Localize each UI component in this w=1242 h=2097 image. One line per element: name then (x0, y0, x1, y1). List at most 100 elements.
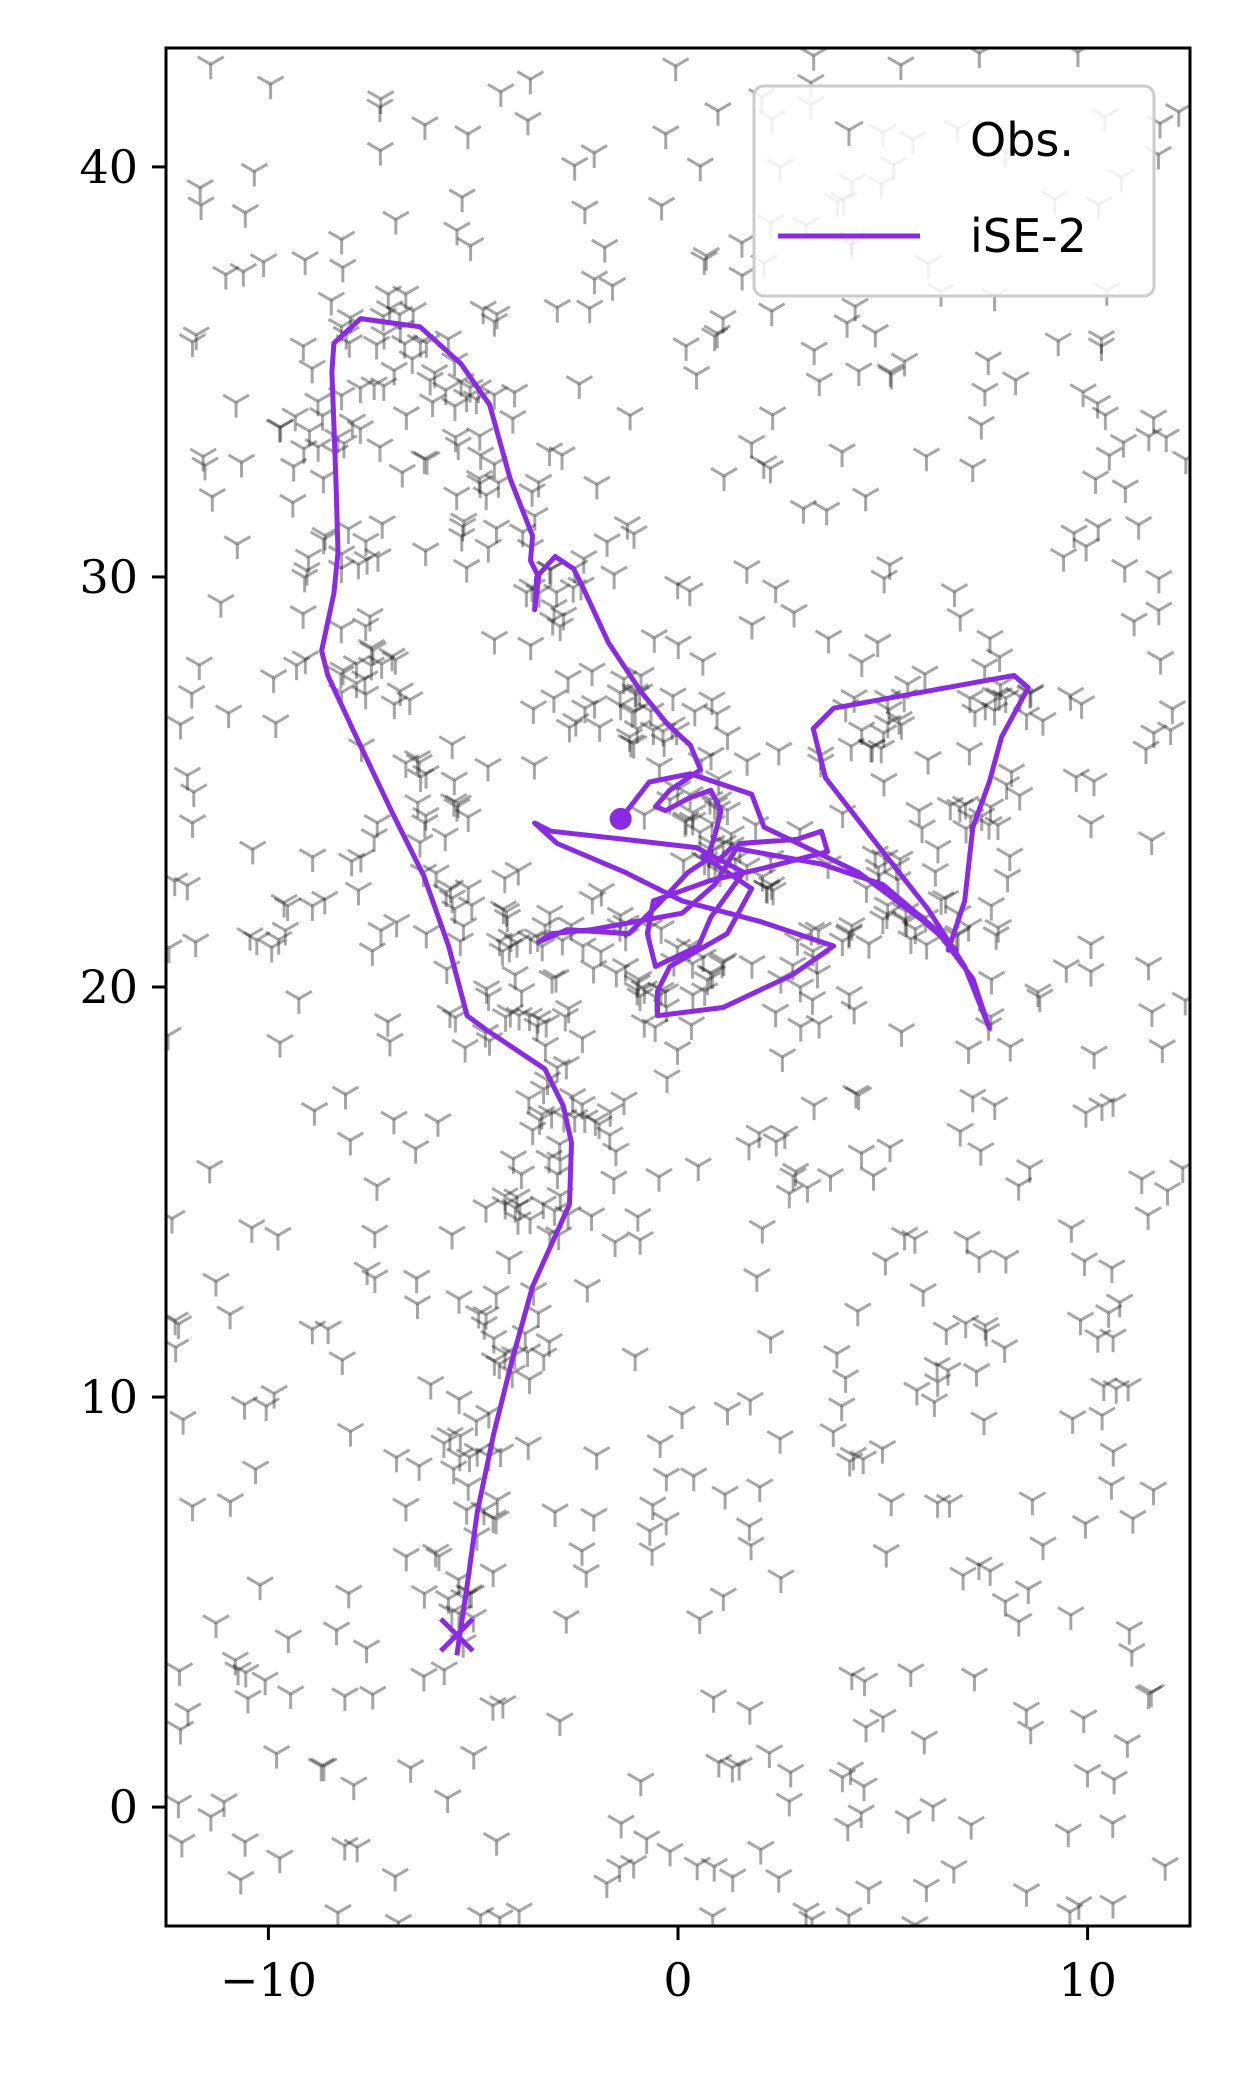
obs-marker (991, 1592, 1020, 1617)
obs-marker (600, 1170, 628, 1195)
obs-marker (491, 1008, 520, 1032)
obs-marker (1099, 1093, 1127, 1117)
obs-marker (602, 963, 631, 988)
obs-marker (436, 1426, 464, 1451)
obs-marker (535, 442, 564, 466)
obs-marker (1089, 1377, 1118, 1402)
obs-marker (554, 999, 583, 1024)
obs-marker (585, 718, 614, 742)
obs-marker (762, 1132, 790, 1157)
obs-marker (401, 1139, 430, 1164)
obs-marker (1058, 1410, 1087, 1434)
obs-marker (352, 1639, 381, 1664)
obs-marker (911, 665, 939, 690)
obs-marker (620, 525, 648, 549)
obs-marker (406, 768, 435, 793)
obs-marker (388, 463, 417, 488)
obs-marker (251, 1671, 279, 1696)
obs-marker (554, 669, 582, 694)
obs-marker (1158, 700, 1187, 724)
obs-marker (317, 291, 346, 316)
obs-marker (1024, 983, 1052, 1008)
x-axis: −10 0 10 (220, 1926, 1117, 2007)
obs-marker (198, 487, 227, 512)
obs-marker (382, 210, 410, 235)
obs-marker (1099, 1442, 1128, 1467)
obs-marker (977, 896, 1006, 921)
obs-marker (506, 1196, 534, 1221)
obs-marker (474, 757, 502, 782)
obs-marker (210, 1793, 238, 1817)
obs-marker (290, 439, 318, 464)
obs-marker (990, 1339, 1019, 1363)
obs-marker (677, 1016, 706, 1040)
obs-marker (700, 1857, 728, 1882)
obs-marker (615, 728, 644, 752)
obs-marker (1140, 724, 1168, 749)
obs-marker (307, 1757, 335, 1782)
obs-marker (446, 1447, 474, 1472)
obs-marker (663, 1041, 692, 1065)
obs-marker (466, 427, 494, 451)
obs-marker (703, 704, 731, 729)
obs-marker (519, 700, 548, 724)
obs-marker (337, 852, 366, 877)
obs-marker (1084, 1328, 1112, 1353)
obs-marker (439, 1460, 468, 1484)
obs-marker (504, 861, 533, 886)
obs-marker (776, 1763, 805, 1788)
obs-marker (279, 493, 307, 518)
obs-marker (483, 1491, 512, 1515)
obs-marker (1072, 537, 1100, 562)
obs-marker (858, 738, 887, 763)
obs-marker (1014, 1580, 1043, 1604)
obs-marker (241, 1460, 270, 1485)
obs-marker (262, 714, 290, 738)
obs-marker (805, 1014, 833, 1039)
obs-marker (1172, 450, 1190, 475)
obs-marker (515, 1370, 544, 1395)
obs-marker (621, 702, 649, 727)
obs-marker (940, 1859, 968, 1884)
obs-marker (425, 1547, 453, 1572)
obs-marker (961, 703, 989, 728)
trajectory-layer (319, 316, 1031, 1656)
obs-marker (834, 1817, 862, 1842)
obs-marker (847, 1144, 876, 1169)
obs-marker (368, 514, 396, 539)
obs-marker (460, 1745, 488, 1770)
obs-marker (1052, 958, 1081, 983)
obs-marker (1015, 1159, 1044, 1183)
obs-marker (166, 1209, 186, 1234)
obs-marker (178, 333, 207, 357)
obs-marker (1066, 1311, 1095, 1336)
obs-marker (531, 1036, 560, 1061)
obs-marker (454, 1477, 482, 1501)
obs-marker (736, 1391, 764, 1416)
obs-marker (624, 1207, 652, 1232)
obs-marker (264, 1226, 292, 1251)
obs-marker (542, 583, 571, 608)
obs-marker (291, 650, 320, 675)
obs-marker (266, 1849, 294, 1874)
obs-marker (469, 300, 497, 325)
obs-marker (1135, 427, 1163, 452)
obs-marker (549, 606, 578, 631)
obs-marker (418, 393, 447, 418)
obs-marker (921, 862, 950, 887)
obs-marker (1044, 332, 1072, 356)
obs-marker (570, 549, 598, 574)
obs-marker (1070, 1709, 1098, 1733)
obs-marker (698, 691, 726, 716)
obs-marker (381, 1867, 409, 1892)
obs-marker (1099, 1814, 1127, 1839)
obs-marker (1062, 768, 1090, 793)
obs-marker (166, 1720, 195, 1745)
obs-marker (474, 538, 503, 563)
obs-marker (841, 297, 869, 322)
obs-marker (872, 1543, 901, 1568)
obs-marker (710, 952, 738, 976)
obs-marker (1114, 1377, 1142, 1402)
obs-marker (839, 1446, 868, 1471)
obs-marker (733, 752, 761, 776)
